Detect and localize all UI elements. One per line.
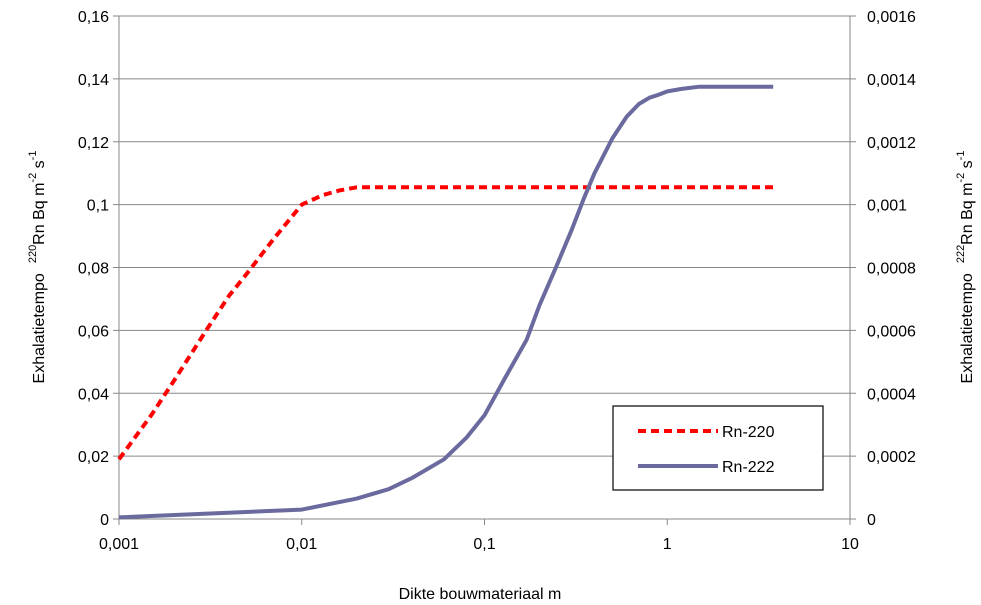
right-tick-label: 0,0002 [867,449,916,466]
left-tick-label: 0,14 [78,72,109,89]
right-tick-label: 0,0014 [867,72,916,89]
legend: Rn-220 Rn-222 [613,406,823,490]
right-tick-label: 0 [867,512,876,529]
x-tick-label: 0,001 [99,536,139,553]
right-y-title-exp2: -1 [955,151,967,161]
legend-box [613,406,823,490]
left-y-title-exp1: -2 [27,173,39,183]
right-tick-label: 0,001 [867,198,907,215]
legend-rn220-label: Rn-220 [722,424,775,441]
right-y-title-unit: s [959,160,976,172]
left-y-axis-title: Exhalatietempo 220Rn Bq m-2 s-1 [27,151,48,384]
right-y-axis-title: Exhalatietempo 222Rn Bq m-2 s-1 [955,151,976,384]
x-tick-label: 1 [663,536,672,553]
left-tick-label: 0,06 [78,323,109,340]
left-y-title-nuclide: Rn Bq m [31,183,48,245]
right-y-title-prefix: Exhalatietempo [959,273,976,383]
left-tick-label: 0,12 [78,135,109,152]
right-tick-label: 0,0004 [867,386,916,403]
right-y-title-mass: 222 [955,245,967,263]
right-tick-label: 0,0008 [867,261,916,278]
right-tick-label: 0,0012 [867,135,916,152]
grid-lines [119,16,850,456]
x-axis-title: Dikte bouwmateriaal m [399,586,562,603]
left-y-title-prefix: Exhalatietempo [31,273,48,383]
left-tick-label: 0,02 [78,449,109,466]
x-tick-label: 0,01 [286,536,317,553]
left-y-title-unit: s [31,160,48,172]
left-tick-label: 0,16 [78,9,109,26]
left-tick-label: 0,1 [87,198,109,215]
left-y-title-mass: 220 [27,245,39,263]
right-tick-label: 0,0016 [867,9,916,26]
x-tick-label: 0,1 [473,536,495,553]
x-tick-label: 10 [841,536,859,553]
right-y-title-nuclide: Rn Bq m [959,183,976,245]
right-y-title-exp1: -2 [955,173,967,183]
left-y-title-exp2: -1 [27,151,39,161]
left-tick-label: 0 [100,512,109,529]
left-tick-label: 0,04 [78,386,109,403]
legend-rn222-label: Rn-222 [722,459,775,476]
left-tick-label: 0,08 [78,261,109,278]
right-tick-label: 0,0006 [867,323,916,340]
